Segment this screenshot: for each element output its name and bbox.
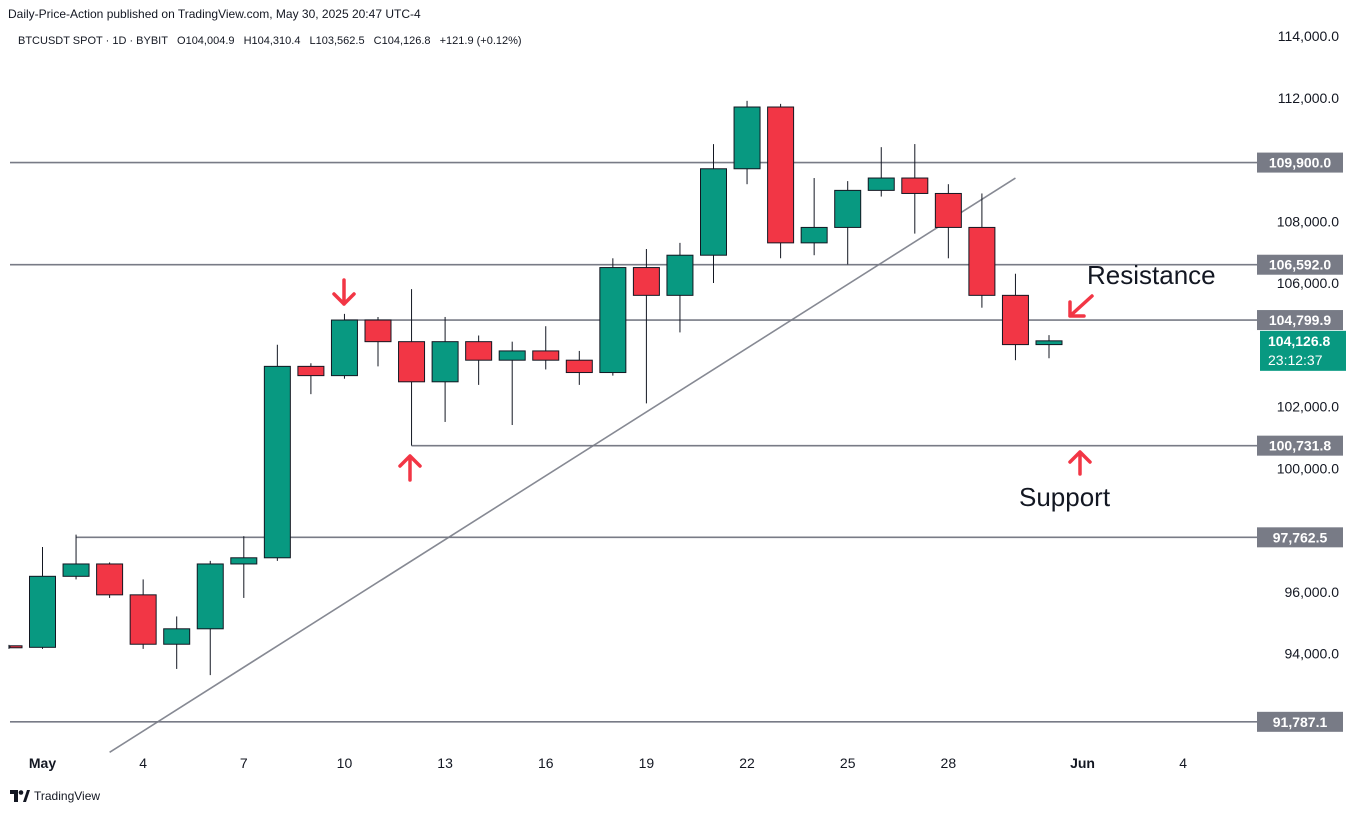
candle-body-down[interactable] [901,177,929,194]
candle-body-up[interactable] [599,267,627,374]
x-axis-tick-label: 4 [1179,755,1187,771]
x-axis-tick-label: May [29,755,56,771]
candle-body-up[interactable] [1035,340,1063,346]
ohlc-high: H104,310.4 [243,35,301,47]
ohlc-low: L103,562.5 [309,35,365,47]
candle-body-down[interactable] [129,594,157,645]
candle-body-up[interactable] [498,350,526,361]
candle-body-down[interactable] [532,350,560,361]
candle-body-up[interactable] [733,106,761,170]
level-price-label: 97,762.5 [1273,529,1328,545]
resistance-annotation: Resistance [1087,260,1216,290]
tradingview-logo-icon [10,790,30,802]
ohlc-open: O104,004.9 [177,35,235,47]
candle-body-up[interactable] [330,319,358,377]
candle-body-up[interactable] [800,226,828,244]
candle-body-down[interactable] [968,226,996,296]
ohlc-close: C104,126.8 [373,35,431,47]
candle-body-down[interactable] [96,563,124,596]
candle-body-up[interactable] [834,189,862,228]
last-price-label: 104,126.8 [1268,333,1330,349]
candle-body-down[interactable] [1001,294,1029,346]
x-axis-tick-label: 28 [941,755,957,771]
y-axis-tick-label: 114,000.0 [1278,28,1339,44]
countdown-label: 23:12:37 [1268,352,1323,368]
level-price-label-bg [1257,152,1343,173]
level-price-label: 91,787.1 [1273,714,1328,730]
level-price-label: 104,799.9 [1269,312,1331,328]
ohlc-change: +121.9 (+0.12%) [439,35,522,47]
candle-body-up[interactable] [196,563,224,630]
y-axis-tick-label: 96,000.0 [1285,584,1340,600]
x-axis-tick-label: 25 [840,755,856,771]
candle-body-up[interactable] [163,628,191,645]
symbol-name[interactable]: BTCUSDT SPOT · 1D · BYBIT [18,35,168,47]
tradingview-brand: TradingView [34,789,101,803]
level-price-label: 109,900.0 [1269,155,1331,171]
x-axis-tick-label: 22 [739,755,755,771]
candle-body-down[interactable] [364,319,392,343]
candle-body-up[interactable] [700,168,727,256]
x-axis-tick-label: 19 [639,755,655,771]
candle-body-down[interactable] [565,359,593,374]
y-axis-tick-label: 108,000.0 [1277,213,1339,229]
x-axis-tick-label: 4 [139,755,147,771]
candle-body-down[interactable] [398,341,426,383]
trendline[interactable] [109,177,1016,753]
candle-body-up[interactable] [431,341,459,383]
candle-body-down[interactable] [9,645,23,649]
candle-body-down[interactable] [934,192,962,228]
resistance-down-arrow-icon [332,278,356,306]
x-axis-tick-label: 13 [437,755,453,771]
y-axis-tick-label: 102,000.0 [1277,399,1339,415]
publisher-caption: Daily-Price-Action published on TradingV… [8,7,421,21]
candle-body-up[interactable] [867,177,895,191]
support-pointer-arrow-icon [1068,450,1092,476]
candle-body-down[interactable] [632,267,660,296]
candle-body-down[interactable] [465,341,493,361]
level-price-label: 100,731.8 [1269,438,1331,454]
resistance-pointer-arrow-icon [1068,294,1094,318]
level-price-label-bg [1257,310,1343,331]
candle-body-down[interactable] [297,365,325,377]
x-axis-tick-label: 16 [538,755,554,771]
last-price-badge [1260,330,1346,371]
level-price-label-bg [1257,254,1343,275]
candle-body-up[interactable] [29,575,56,648]
level-price-label-bg [1257,435,1343,456]
y-axis-tick-label: 100,000.0 [1277,460,1339,476]
x-axis-tick-label: 7 [240,755,248,771]
candle-body-up[interactable] [263,365,291,559]
y-axis-tick-label: 106,000.0 [1277,275,1339,291]
level-price-label-bg [1257,527,1343,548]
y-axis-tick-label: 112,000.0 [1278,90,1339,106]
y-axis-tick-label: 94,000.0 [1285,646,1340,662]
candle-body-up[interactable] [62,563,90,577]
candle-body-down[interactable] [767,106,795,244]
level-price-label-bg [1257,711,1343,732]
symbol-ohlc-bar: BTCUSDT SPOT · 1D · BYBIT O104,004.9 H10… [18,35,528,47]
level-price-label: 106,592.0 [1269,257,1331,273]
support-up-arrow-icon [398,454,422,482]
support-annotation: Support [1019,482,1111,512]
candle-body-up[interactable] [666,254,694,296]
tradingview-footer[interactable]: TradingView [10,789,100,803]
x-axis-tick-label: Jun [1070,755,1095,771]
x-axis-tick-label: 10 [337,755,353,771]
candle-body-up[interactable] [230,557,258,565]
